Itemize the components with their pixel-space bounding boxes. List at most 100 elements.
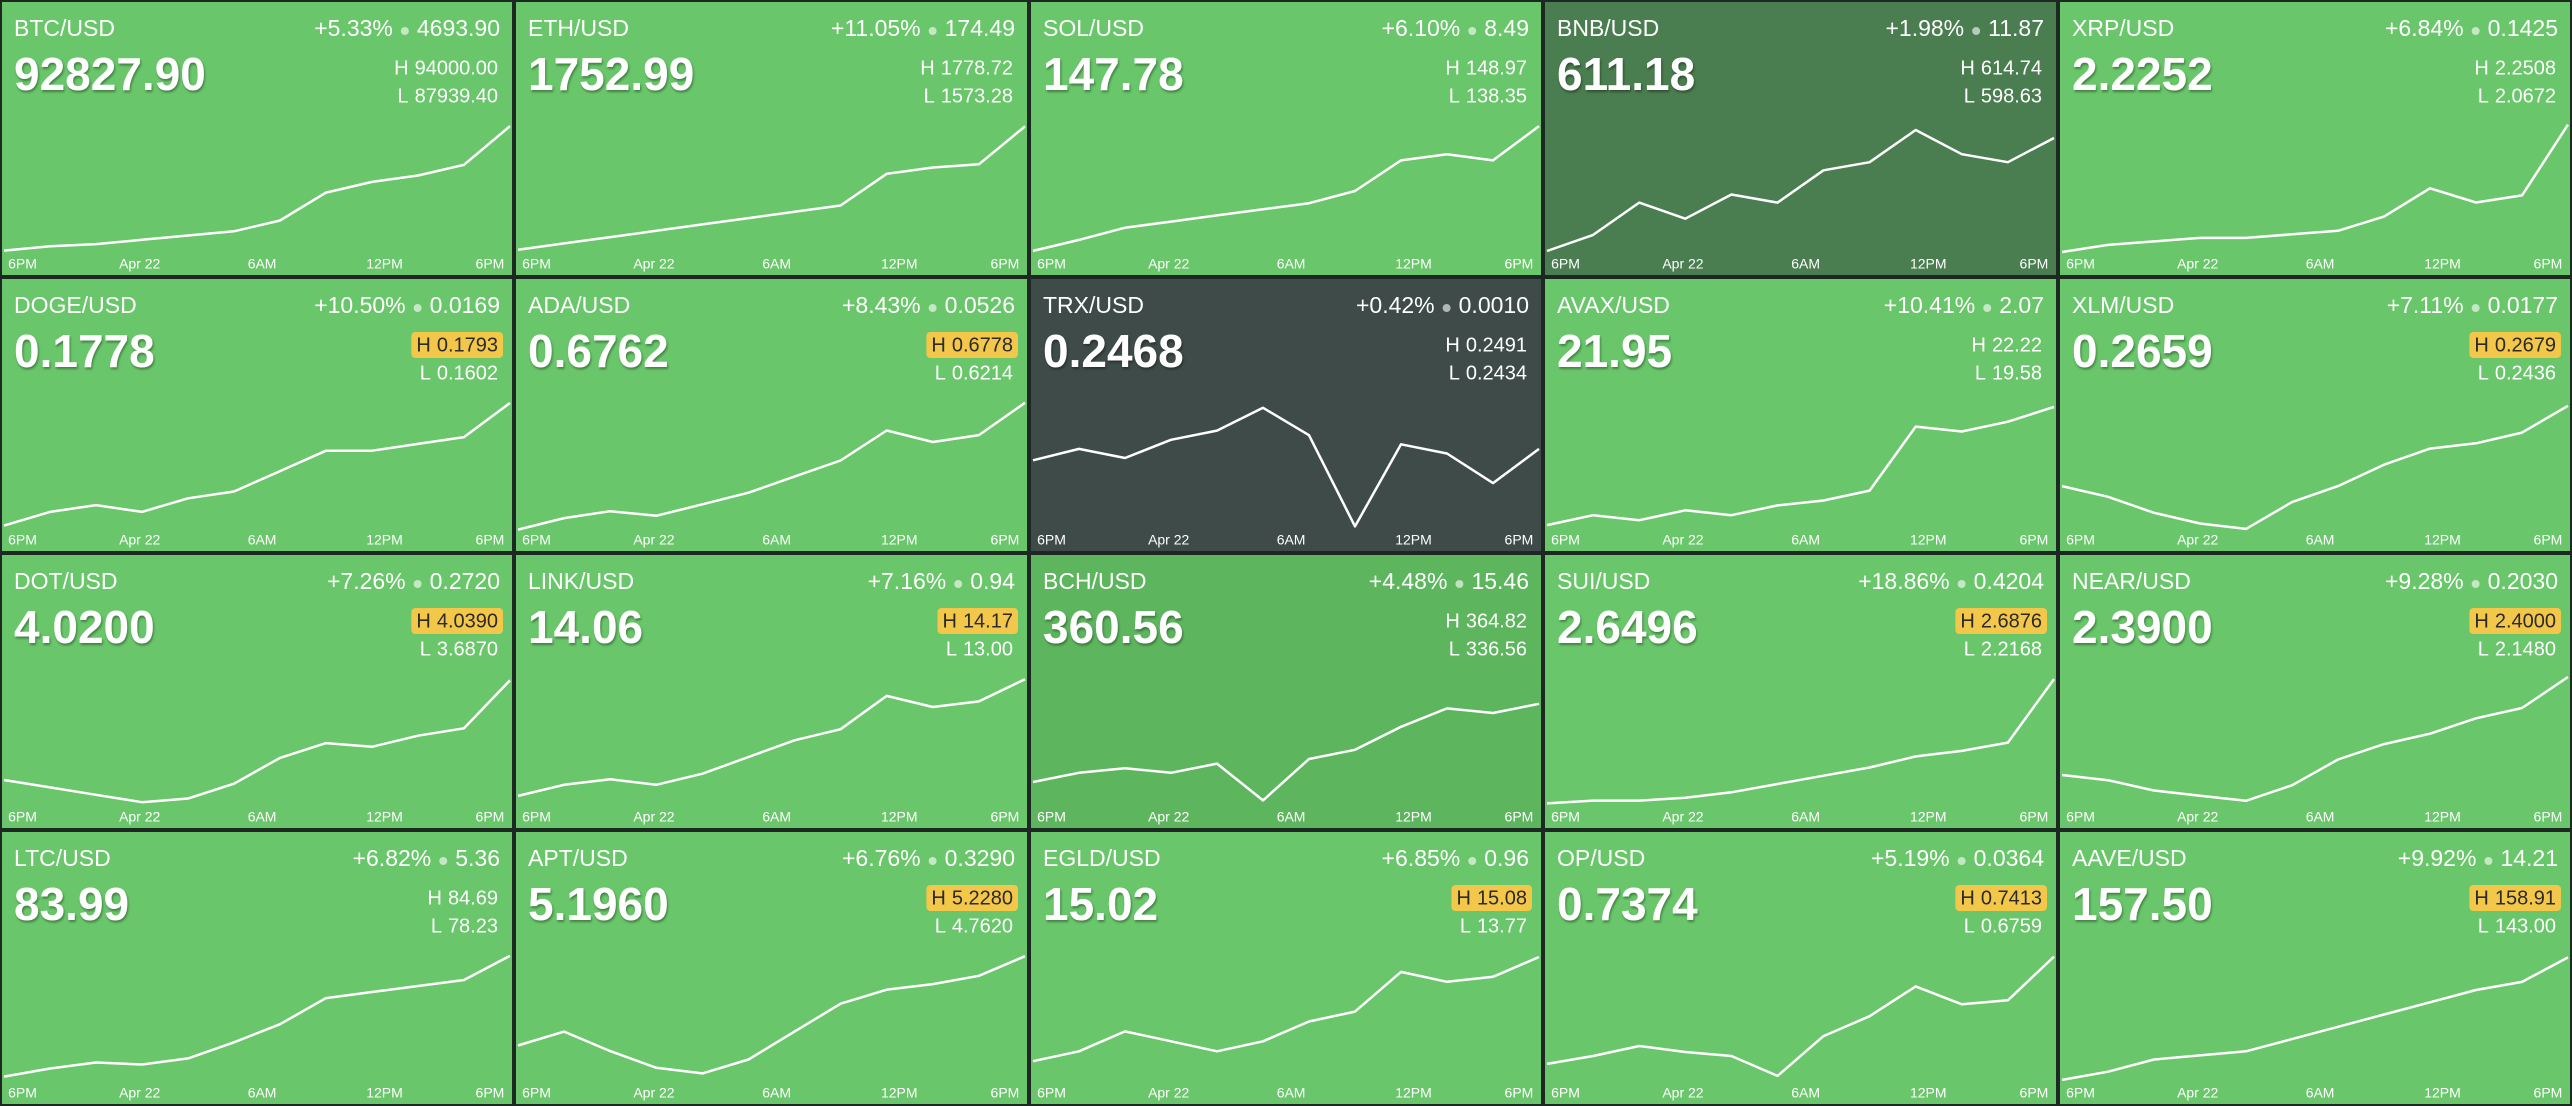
time-label: 6PM bbox=[8, 1085, 37, 1101]
time-label: 12PM bbox=[366, 256, 403, 272]
ticker-tile[interactable]: BCH/USD 15.46 +4.48% 360.56 364.82 H 336.56 L 6P… bbox=[1031, 555, 1541, 828]
separator-dot bbox=[928, 857, 937, 865]
ticker-tile[interactable]: APT/USD 0.3290 +6.76% 5.1960 5.2280 H 4.7620 L 6… bbox=[516, 832, 1027, 1104]
low-value: 0.2436 bbox=[2495, 362, 2556, 384]
price: 21.95 bbox=[1557, 325, 1672, 377]
ticker-tile[interactable]: SUI/USD 0.4204 +18.86% 2.6496 2.6876 H 2.2168 L… bbox=[1545, 555, 2056, 828]
tile-background bbox=[2060, 555, 2570, 828]
high-label: H bbox=[2474, 610, 2488, 632]
ticker-tile[interactable]: EGLD/USD 0.96 +6.85% 15.02 15.08 H 13.77 L 6PM Ap… bbox=[1031, 832, 1541, 1104]
time-label: Apr 22 bbox=[2177, 256, 2218, 272]
sparkline bbox=[1546, 678, 2056, 805]
low-value: 0.6214 bbox=[952, 362, 1013, 384]
time-label: 6AM bbox=[2306, 532, 2335, 548]
ticker-tile[interactable]: XRP/USD 0.1425 +6.84% 2.2252 2.2508 H 2.0672 L 6… bbox=[2060, 2, 2570, 275]
time-label: 6PM bbox=[2066, 532, 2095, 548]
ticker-tile[interactable]: LINK/USD 0.94 +7.16% 14.06 14.17 H 13.00 L 6PM Ap… bbox=[516, 555, 1027, 828]
change: +0.42% bbox=[1356, 292, 1435, 318]
time-label: 12PM bbox=[366, 809, 403, 825]
time-label: 6AM bbox=[1277, 256, 1306, 272]
delta: 11.87 bbox=[1988, 15, 2044, 41]
tile-background bbox=[2, 2, 512, 275]
high-label: H bbox=[2474, 334, 2488, 356]
low-value: 2.1480 bbox=[2495, 638, 2556, 660]
time-label: 12PM bbox=[881, 532, 918, 548]
price: 83.99 bbox=[14, 878, 129, 930]
ticker-tile[interactable]: OP/USD 0.0364 +5.19% 0.7374 0.7413 H 0.6759 L 6P… bbox=[1545, 832, 2056, 1104]
ticker-tile[interactable]: NEAR/USD 0.2030 +9.28% 2.3900 2.4000 H 2.1480 L… bbox=[2060, 555, 2570, 828]
time-label: 6PM bbox=[2020, 809, 2049, 825]
sparkline bbox=[2061, 956, 2569, 1082]
time-label: 6AM bbox=[1791, 256, 1820, 272]
price: 157.50 bbox=[2072, 878, 2213, 930]
high-label: H bbox=[416, 610, 430, 632]
sparkline bbox=[3, 401, 511, 527]
ticker-tile[interactable]: AVAX/USD 2.07 +10.41% 21.95 22.22 H 19.58 L 6PM A… bbox=[1545, 279, 2056, 551]
ticker-tile[interactable]: AAVE/USD 14.21 +9.92% 157.50 158.91 H 143.00 L 6… bbox=[2060, 832, 2570, 1104]
tile-background bbox=[2060, 832, 2570, 1104]
time-label: 6PM bbox=[1505, 1085, 1534, 1101]
tile-background bbox=[1031, 2, 1541, 275]
time-label: 12PM bbox=[1910, 1085, 1947, 1101]
time-label: Apr 22 bbox=[1662, 809, 1703, 825]
time-label: 6AM bbox=[762, 256, 791, 272]
tile-background bbox=[2, 555, 512, 828]
price: 1752.99 bbox=[528, 48, 694, 100]
low-label: L bbox=[2478, 638, 2489, 660]
time-label: 6AM bbox=[2306, 809, 2335, 825]
time-label: 6PM bbox=[991, 809, 1020, 825]
ticker-tile[interactable]: XLM/USD 0.0177 +7.11% 0.2659 0.2679 H 0.2436 L 6… bbox=[2060, 279, 2570, 551]
delta: 8.49 bbox=[1484, 15, 1529, 41]
ticker-tile[interactable]: BTC/USD 4693.90 +5.33% 92827.90 94000.00 H 879… bbox=[2, 2, 512, 275]
sparkline bbox=[1032, 955, 1540, 1063]
time-label: 6AM bbox=[762, 809, 791, 825]
ticker-tile[interactable]: DOT/USD 0.2720 +7.26% 4.0200 4.0390 H 3.6870 L 6… bbox=[2, 555, 512, 828]
time-label: Apr 22 bbox=[633, 256, 674, 272]
ticker-tile[interactable]: TRX/USD 0.0010 +0.42% 0.2468 0.2491 H 0.2434 L 6… bbox=[1031, 279, 1541, 551]
sparkline bbox=[1032, 406, 1540, 528]
tile-background bbox=[1545, 279, 2056, 551]
ticker-tile[interactable]: ADA/USD 0.0526 +8.43% 0.6762 0.6778 H 0.6214 L 6… bbox=[516, 279, 1027, 551]
time-label: 12PM bbox=[1395, 256, 1432, 272]
time-label: 6PM bbox=[522, 1085, 551, 1101]
delta: 0.0526 bbox=[945, 292, 1015, 318]
price: 4.0200 bbox=[14, 601, 155, 653]
time-label: 6AM bbox=[762, 532, 791, 548]
separator-dot bbox=[1442, 304, 1451, 312]
time-label: 12PM bbox=[2424, 532, 2461, 548]
ticker-tile[interactable]: ETH/USD 174.49 +11.05% 1752.99 1778.72 H 1573.… bbox=[516, 2, 1027, 275]
time-label: Apr 22 bbox=[2177, 809, 2218, 825]
high-value: 0.2679 bbox=[2495, 334, 2556, 356]
separator-dot bbox=[2471, 27, 2480, 35]
low-value: 0.1602 bbox=[437, 362, 498, 384]
ticker-tile[interactable]: SOL/USD 8.49 +6.10% 147.78 148.97 H 138.35 L 6PM… bbox=[1031, 2, 1541, 275]
high-value: 614.74 bbox=[1981, 57, 2042, 79]
ticker-tile[interactable]: BNB/USD 11.87 +1.98% 611.18 614.74 H 598.63 L 6P… bbox=[1545, 2, 2056, 275]
change: +1.98% bbox=[1885, 15, 1964, 41]
pair: LINK/USD bbox=[528, 568, 634, 594]
time-label: Apr 22 bbox=[2177, 532, 2218, 548]
pair: TRX/USD bbox=[1043, 292, 1144, 318]
separator-dot bbox=[1455, 580, 1464, 588]
low-label: L bbox=[924, 85, 935, 107]
high-label: H bbox=[1960, 57, 1974, 79]
pair: LTC/USD bbox=[14, 845, 111, 871]
ticker-tile[interactable]: LTC/USD 5.36 +6.82% 83.99 84.69 H 78.23 L 6PM Apr… bbox=[2, 832, 512, 1104]
change: +11.05% bbox=[831, 15, 921, 41]
delta: 4693.90 bbox=[417, 15, 500, 41]
sparkline bbox=[517, 401, 1026, 531]
time-label: 6PM bbox=[2066, 809, 2095, 825]
high-value: 0.7413 bbox=[1981, 887, 2042, 909]
low-label: L bbox=[420, 362, 431, 384]
time-label: 6PM bbox=[476, 1085, 505, 1101]
time-label: 6AM bbox=[248, 532, 277, 548]
time-label: 6PM bbox=[2534, 1085, 2563, 1101]
time-label: 6PM bbox=[1551, 809, 1580, 825]
time-label: 6PM bbox=[522, 256, 551, 272]
ticker-tile[interactable]: DOGE/USD 0.0169 +10.50% 0.1778 0.1793 H 0.1602… bbox=[2, 279, 512, 551]
separator-dot bbox=[2471, 580, 2480, 588]
high-badge bbox=[937, 608, 1018, 634]
pair: SUI/USD bbox=[1557, 568, 1650, 594]
separator-dot bbox=[439, 857, 448, 865]
